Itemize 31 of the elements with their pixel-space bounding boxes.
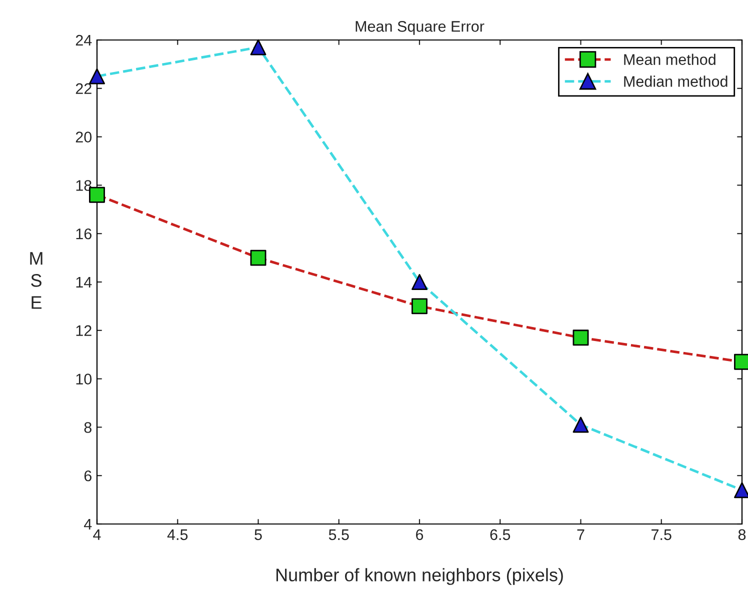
point — [250, 250, 266, 266]
point — [89, 68, 105, 84]
x-tick-label: 8 — [738, 529, 746, 540]
x-tick-label: 4 — [93, 529, 101, 540]
y-tick-label: 8 — [84, 422, 92, 433]
x-tick-label: 5 — [254, 529, 262, 540]
y-tick-label: 10 — [76, 374, 92, 384]
point — [412, 274, 428, 290]
point — [412, 298, 428, 314]
legend-label: Mean method — [624, 54, 716, 65]
x-tick-label: 7.5 — [652, 529, 672, 540]
x-axis-title: Number of known neighbors (pixels) — [276, 568, 563, 585]
chart-title: Mean Square Error — [356, 21, 484, 35]
y-tick-label: 22 — [76, 83, 92, 94]
point — [572, 330, 589, 346]
y-tick-label: 12 — [76, 325, 92, 336]
x-tick-label: 4.5 — [167, 529, 188, 540]
y-tick-label: 6 — [84, 470, 92, 482]
y-tick-label: 20 — [76, 132, 92, 142]
y-tick-label: 24 — [76, 34, 92, 46]
y-tick-label: 4 — [84, 519, 92, 530]
point — [572, 416, 589, 433]
legend-label: Median method — [624, 76, 728, 87]
y-axis-title: MSE — [30, 252, 42, 309]
y-tick-label: 16 — [76, 228, 92, 240]
x-tick-label: 6 — [416, 529, 424, 540]
point — [250, 39, 266, 56]
y-tick-label: 14 — [76, 277, 92, 288]
x-tick-label: 7 — [577, 529, 584, 540]
x-tick-label: 5.5 — [328, 529, 349, 540]
x-tick-label: 6.5 — [490, 529, 510, 540]
